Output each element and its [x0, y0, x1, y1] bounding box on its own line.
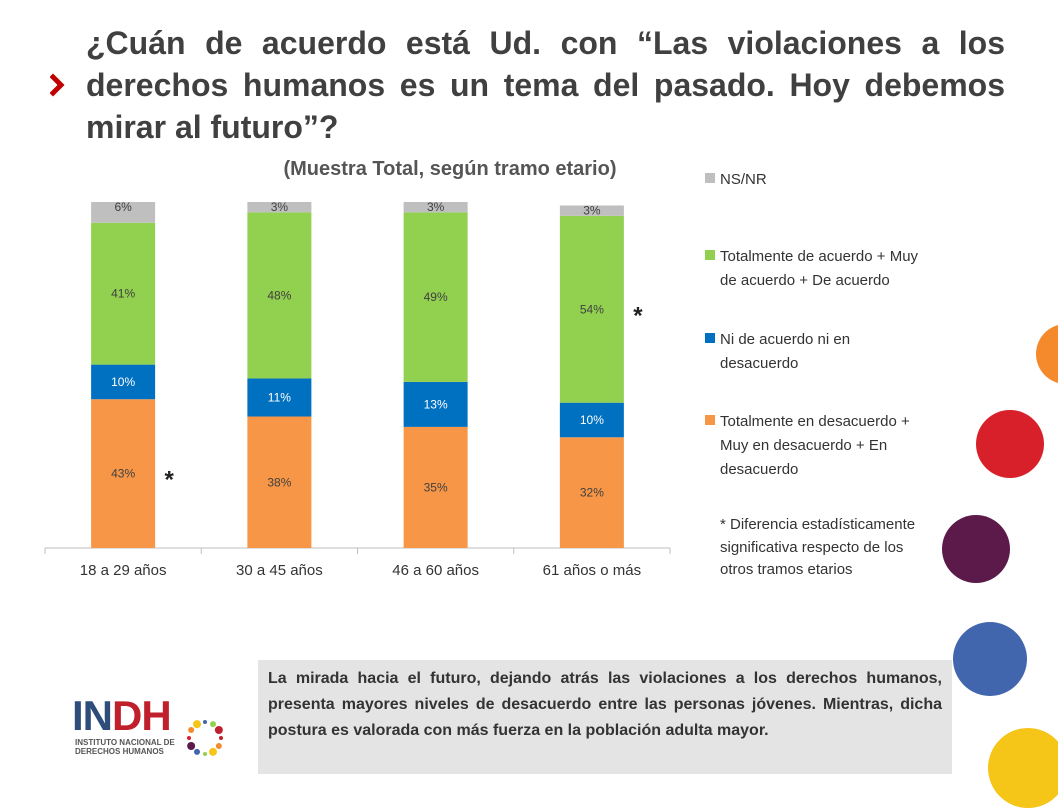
- significance-note: * Diferencia estadísticamente significat…: [720, 516, 916, 578]
- logo-dot: [193, 720, 201, 729]
- data-label: 54%: [580, 302, 604, 316]
- legend-swatch: [705, 415, 715, 425]
- data-label: 35%: [424, 480, 448, 494]
- logo-dot-ring-icon: [187, 720, 223, 756]
- data-label: 13%: [424, 397, 448, 411]
- data-label: 48%: [267, 288, 291, 302]
- data-label: 43%: [111, 467, 135, 481]
- bar-segment: [403, 381, 468, 427]
- bar-segment: [559, 402, 624, 438]
- decor-circle-yellow: [988, 728, 1058, 808]
- bar-segment: [403, 212, 468, 382]
- decor-circle-purple: [942, 515, 1010, 583]
- bar-segment: [91, 222, 156, 365]
- data-label: 3%: [427, 200, 445, 214]
- legend-label: Ni de acuerdo ni en desacuerdo: [720, 331, 851, 372]
- chevron-right-icon: [50, 73, 65, 97]
- logo-subtitle-line1: INSTITUTO NACIONAL DE: [75, 738, 175, 747]
- significance-mark: *: [633, 302, 643, 329]
- decor-circle-orange: [1036, 324, 1058, 384]
- data-label: 10%: [580, 413, 604, 427]
- data-label: 3%: [271, 200, 289, 214]
- logo-dot: [187, 736, 191, 740]
- logo-subtitle-line2: DERECHOS HUMANOS: [75, 747, 164, 756]
- data-label: 49%: [424, 290, 448, 304]
- logo-dot: [187, 742, 196, 750]
- bar-segment: [91, 202, 156, 223]
- logo-subtitle: INSTITUTO NACIONAL DE DERECHOS HUMANOS: [75, 738, 175, 756]
- bar-segment: [247, 212, 312, 379]
- bar-segment: [247, 378, 312, 417]
- data-label: 10%: [111, 375, 135, 389]
- indh-logo: INDH INSTITUTO NACIONAL DE DERECHOS HUMA…: [72, 694, 232, 764]
- bar-segment: [403, 426, 468, 548]
- logo-dot: [188, 727, 195, 733]
- legend-label: Totalmente de acuerdo + Muy de acuerdo +…: [720, 248, 919, 289]
- legend-swatch: [705, 250, 715, 260]
- logo-dot: [203, 720, 207, 724]
- data-label: 41%: [111, 287, 135, 301]
- legend-swatch: [705, 333, 715, 343]
- chart-subtitle: (Muestra Total, según tramo etario): [283, 158, 617, 180]
- bar-segment: [403, 202, 468, 213]
- bar-segment: [91, 399, 156, 548]
- logo-dot: [210, 721, 216, 728]
- x-tick-label: 18 a 29 años: [80, 562, 167, 579]
- logo-in: IN: [72, 692, 113, 739]
- bar-segment: [247, 416, 312, 548]
- data-label: 32%: [580, 486, 604, 500]
- decor-circle-blue: [953, 622, 1027, 696]
- logo-dot: [209, 747, 217, 756]
- logo-dot: [214, 726, 223, 734]
- logo-wordmark: INDH: [72, 692, 172, 739]
- decor-circle-red: [976, 410, 1044, 478]
- bar-segment: [559, 215, 624, 403]
- significance-mark: *: [164, 467, 174, 494]
- data-label: 3%: [583, 203, 601, 217]
- bar-segment: [247, 202, 312, 213]
- bar-segment: [559, 437, 624, 548]
- x-tick-label: 61 años o más: [543, 562, 641, 579]
- legend-label: Totalmente en desacuerdo + Muy en desacu…: [720, 413, 910, 478]
- logo-dot: [203, 752, 207, 756]
- data-label: 11%: [268, 390, 291, 404]
- logo-dh: DH: [112, 692, 172, 739]
- logo-dot: [194, 748, 200, 755]
- bar-segment: [559, 205, 624, 216]
- logo-dot: [215, 743, 222, 749]
- legend-swatch: [705, 173, 715, 183]
- x-tick-label: 30 a 45 años: [236, 562, 323, 579]
- stacked-bar-chart: 43% 10% 41% 6% 18 a 29 años 38% 11% 48% 3% 30 a 4…: [44, 200, 671, 579]
- legend-label: NS/NR: [720, 171, 767, 188]
- logo-dot: [219, 736, 223, 740]
- info-box: La mirada hacia el futuro, dejando atrás…: [258, 660, 952, 774]
- data-label: 38%: [267, 475, 291, 489]
- bar-segment: [91, 364, 156, 400]
- page-title: ¿Cuán de acuerdo está Ud. con “Las viola…: [86, 25, 1005, 145]
- data-label: 6%: [114, 200, 132, 214]
- x-tick-label: 46 a 60 años: [392, 562, 479, 579]
